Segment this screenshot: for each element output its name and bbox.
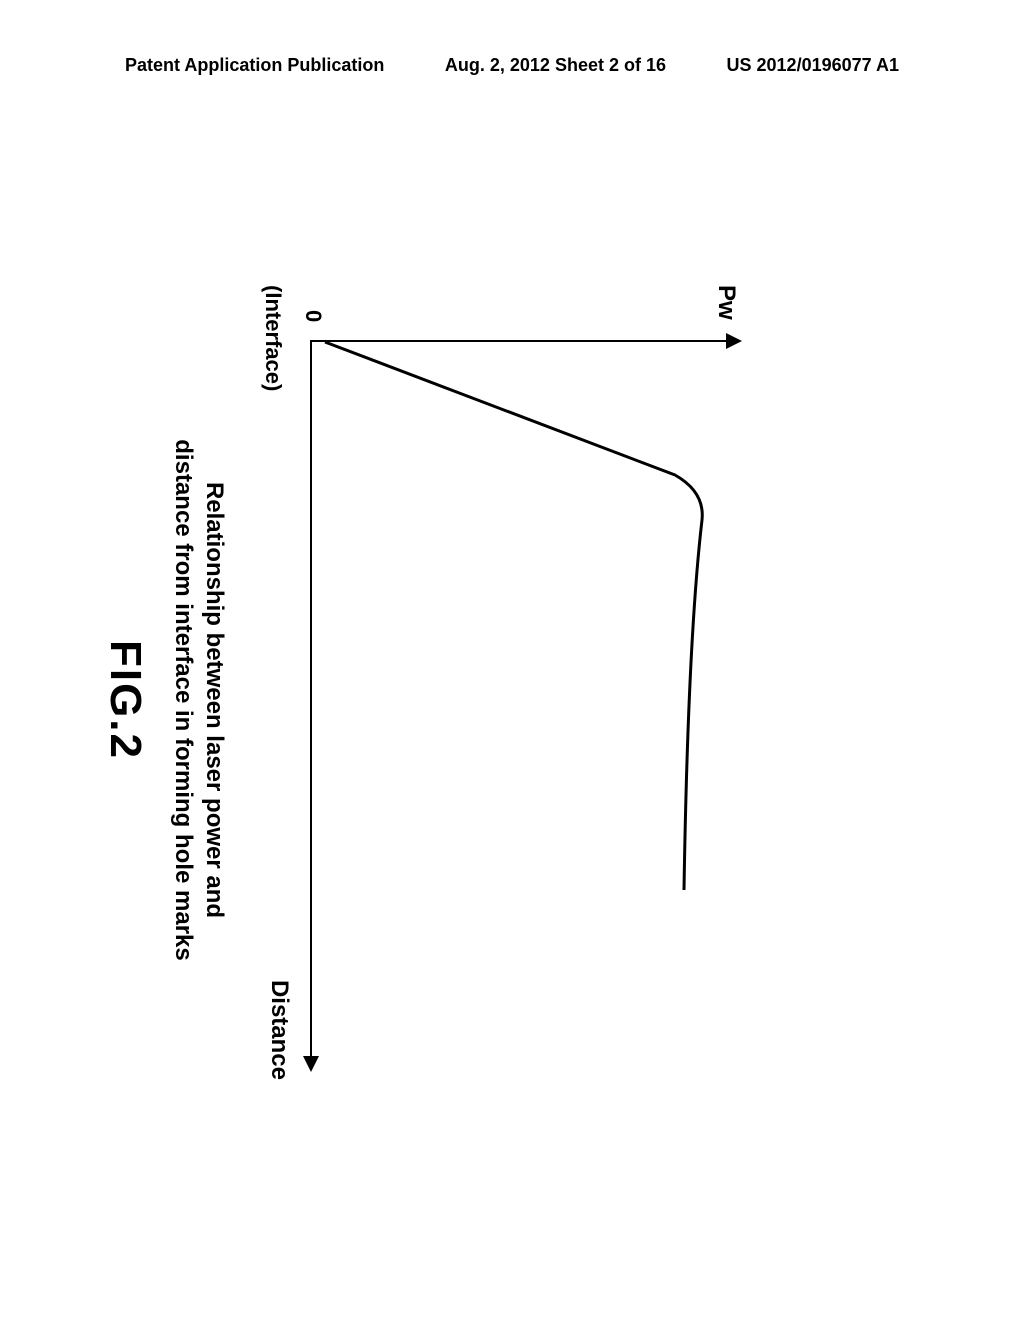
header-sheet-info: Aug. 2, 2012 Sheet 2 of 16 (445, 55, 666, 76)
rotated-figure: Pw Distance 0 (Interface) Relationship b… (130, 200, 870, 1200)
origin-label: 0 (300, 310, 326, 322)
figure-number-label: FIG.2 (100, 200, 150, 1200)
header-patent-number: US 2012/0196077 A1 (727, 55, 899, 76)
caption-line-2: distance from interface in forming hole … (170, 439, 197, 960)
curve-chart (310, 340, 730, 1060)
chart-area: Pw Distance 0 (Interface) (310, 340, 730, 1060)
caption-line-1: Relationship between laser power and (201, 482, 228, 918)
curve-line (325, 342, 702, 890)
page-header: Patent Application Publication Aug. 2, 2… (0, 55, 1024, 76)
header-publication: Patent Application Publication (125, 55, 384, 76)
y-axis-label: Pw (712, 285, 740, 320)
x-axis-label: Distance (265, 980, 293, 1080)
interface-label: (Interface) (260, 285, 286, 391)
figure-container: Pw Distance 0 (Interface) Relationship b… (130, 200, 870, 1200)
figure-caption: Relationship between laser power and dis… (168, 200, 230, 1200)
